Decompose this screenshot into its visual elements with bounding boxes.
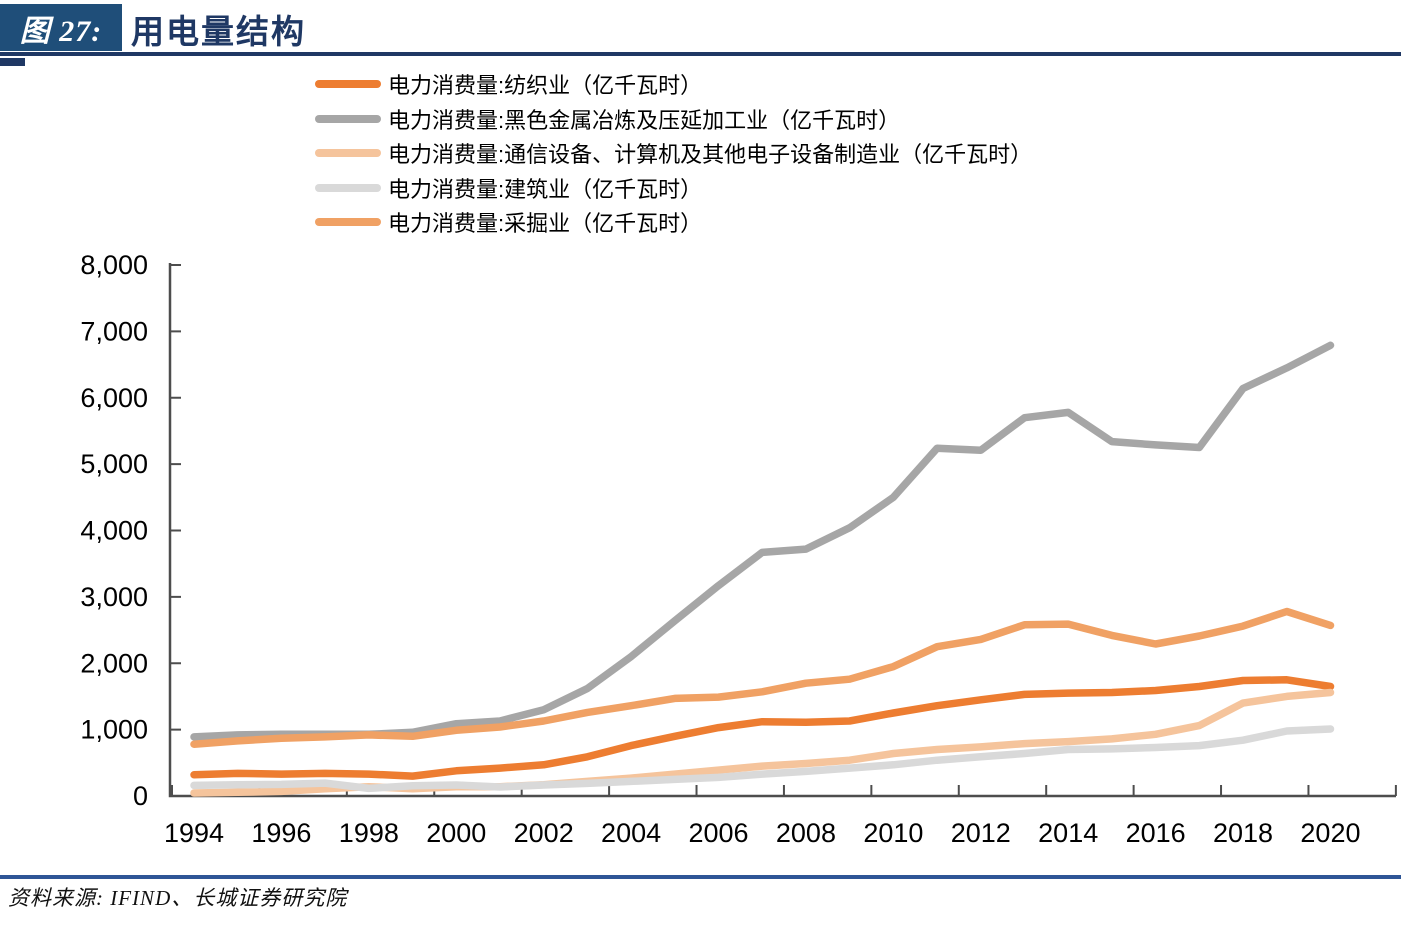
y-axis-tick-label: 1,000 bbox=[80, 715, 148, 745]
legend-label: 电力消费量:建筑业（亿千瓦时） bbox=[388, 176, 703, 202]
figure-number-tag: 图 27: bbox=[0, 4, 122, 51]
series-line-4 bbox=[190, 725, 1335, 793]
x-axis-tick-label: 2018 bbox=[1213, 818, 1273, 848]
legend-item-2: 电力消费量:黑色金属冶炼及压延加工业（亿千瓦时） bbox=[315, 102, 1032, 137]
y-axis-tick-label: 2,000 bbox=[80, 648, 148, 678]
data-source: 资料来源: IFIND、长城证券研究院 bbox=[8, 886, 348, 910]
y-axis-tick-label: 4,000 bbox=[80, 516, 148, 546]
legend-label: 电力消费量:黑色金属冶炼及压延加工业（亿千瓦时） bbox=[388, 107, 901, 133]
legend-item-1: 电力消费量:纺织业（亿千瓦时） bbox=[315, 67, 1032, 102]
legend-swatch bbox=[315, 149, 381, 158]
figure-number-label: 图 27: bbox=[19, 14, 103, 48]
y-axis-tick-label: 3,000 bbox=[80, 582, 148, 612]
x-axis-tick-label: 2006 bbox=[688, 818, 748, 848]
figure-title: 用电量结构 bbox=[131, 8, 306, 51]
y-axis-tick-label: 5,000 bbox=[80, 449, 148, 479]
x-axis-tick-label: 2004 bbox=[601, 818, 661, 848]
x-axis-tick-label: 2016 bbox=[1126, 818, 1186, 848]
header-divider bbox=[0, 52, 1401, 56]
y-axis-tick-label: 8,000 bbox=[80, 250, 148, 280]
legend-item-3: 电力消费量:通信设备、计算机及其他电子设备制造业（亿千瓦时） bbox=[315, 136, 1032, 171]
legend-label: 电力消费量:通信设备、计算机及其他电子设备制造业（亿千瓦时） bbox=[388, 142, 1033, 168]
x-axis-tick-label: 2000 bbox=[426, 818, 486, 848]
x-axis-tick-label: 1996 bbox=[251, 818, 311, 848]
legend-label: 电力消费量:采掘业（亿千瓦时） bbox=[388, 211, 703, 237]
legend-label: 电力消费量:纺织业（亿千瓦时） bbox=[388, 73, 703, 99]
figure-title-label: 用电量结构 bbox=[131, 15, 306, 51]
chart-legend: 电力消费量:纺织业（亿千瓦时） 电力消费量:黑色金属冶炼及压延加工业（亿千瓦时） 电… bbox=[315, 67, 1032, 240]
series-line-1 bbox=[190, 676, 1335, 780]
x-axis-tick-label: 2012 bbox=[951, 818, 1011, 848]
x-axis-tick-label: 2002 bbox=[514, 818, 574, 848]
header-divider-tab bbox=[0, 58, 25, 66]
x-axis-tick-label: 1994 bbox=[164, 818, 224, 848]
y-axis-tick-label: 6,000 bbox=[80, 383, 148, 413]
x-axis-tick-label: 2014 bbox=[1038, 818, 1098, 848]
series-line-2 bbox=[190, 341, 1335, 741]
x-axis-tick-label: 1998 bbox=[339, 818, 399, 848]
legend-swatch bbox=[315, 218, 381, 227]
legend-item-4: 电力消费量:建筑业（亿千瓦时） bbox=[315, 171, 1032, 206]
x-axis-tick-label: 2008 bbox=[776, 818, 836, 848]
legend-swatch bbox=[315, 183, 381, 192]
x-axis-tick-label: 2020 bbox=[1300, 818, 1360, 848]
legend-swatch bbox=[315, 80, 381, 89]
y-axis-tick-label: 0 bbox=[133, 781, 148, 811]
series-line-5 bbox=[190, 607, 1335, 748]
legend-swatch bbox=[315, 114, 381, 123]
footer-divider bbox=[0, 875, 1401, 879]
legend-item-5: 电力消费量:采掘业（亿千瓦时） bbox=[315, 205, 1032, 240]
y-axis-tick-label: 7,000 bbox=[80, 316, 148, 346]
x-axis-tick-label: 2010 bbox=[863, 818, 923, 848]
series-line-3 bbox=[190, 688, 1335, 797]
